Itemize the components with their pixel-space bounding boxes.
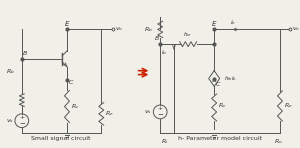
Text: −: − <box>19 121 25 127</box>
Text: $i_b$: $i_b$ <box>161 48 167 57</box>
Text: C: C <box>216 82 220 87</box>
Text: $v_o$: $v_o$ <box>292 25 300 33</box>
Text: B: B <box>23 51 27 56</box>
Text: −: − <box>157 112 163 118</box>
Text: $i_e$: $i_e$ <box>230 18 236 26</box>
Text: +: + <box>158 106 163 111</box>
Text: $R_o$: $R_o$ <box>274 137 282 146</box>
Text: $R_b$: $R_b$ <box>6 67 15 76</box>
Text: $R_c$: $R_c$ <box>218 102 227 110</box>
Text: B: B <box>155 36 159 41</box>
Text: C: C <box>69 81 73 86</box>
Text: +: + <box>19 115 24 120</box>
Text: $v_o$: $v_o$ <box>115 25 123 33</box>
Text: $v_s$: $v_s$ <box>6 117 14 125</box>
Text: $R_i$: $R_i$ <box>161 137 169 146</box>
Text: h- Parameter model circuit: h- Parameter model circuit <box>178 136 262 141</box>
Text: E: E <box>212 21 216 26</box>
Text: $R_e$: $R_e$ <box>105 109 114 118</box>
Text: $R_b$: $R_b$ <box>144 25 153 34</box>
Text: $h_{ie}$: $h_{ie}$ <box>183 30 192 39</box>
Text: $R_c$: $R_c$ <box>71 102 80 111</box>
Text: $R_e$: $R_e$ <box>284 102 293 110</box>
Text: E: E <box>65 21 69 26</box>
Text: $v_s$: $v_s$ <box>145 108 152 116</box>
Text: $h_{fe}i_b$: $h_{fe}i_b$ <box>224 74 237 83</box>
Text: Small signal circuit: Small signal circuit <box>31 136 91 141</box>
